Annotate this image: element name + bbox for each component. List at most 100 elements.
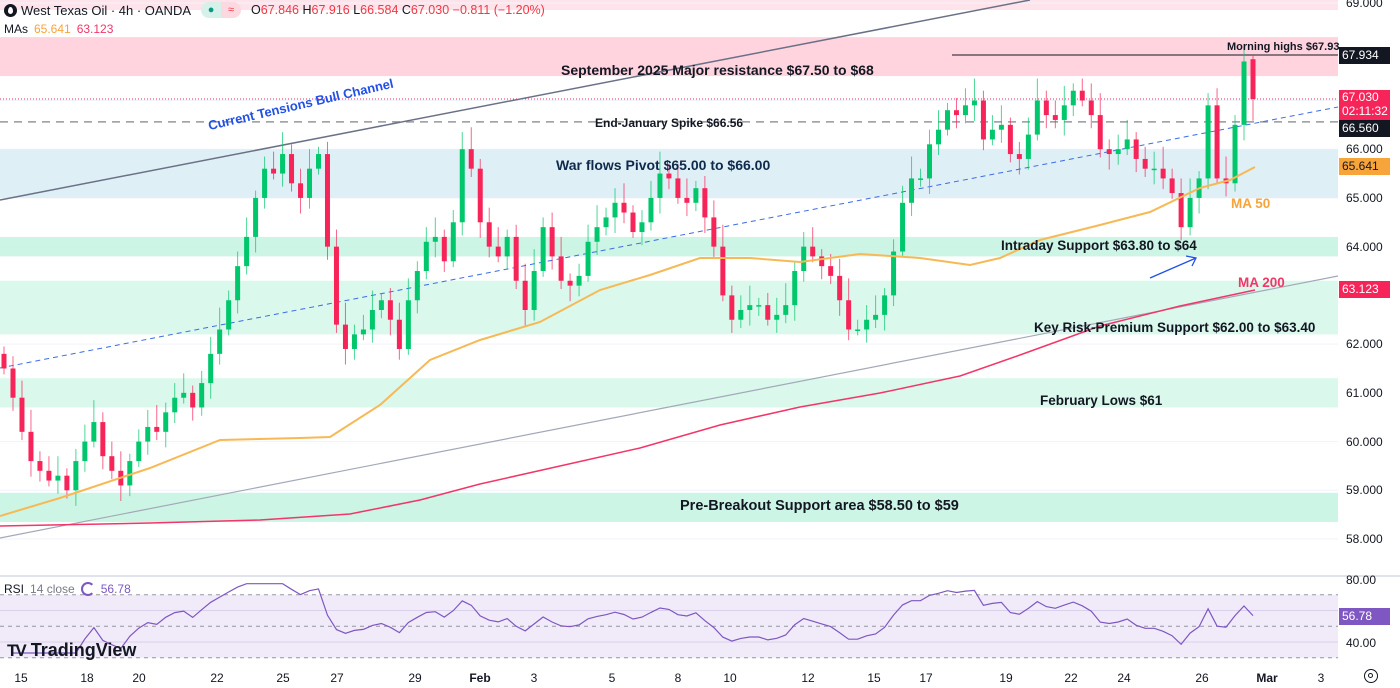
mas-label: MAs <box>4 22 28 36</box>
candle-body <box>711 217 717 247</box>
ma50-value: 65.641 <box>34 22 71 36</box>
candle-body <box>909 178 915 203</box>
tradingview-text: TradingView <box>30 640 137 660</box>
tradingview-mark-icon: TV <box>7 640 27 660</box>
settings-gear-icon[interactable] <box>1364 669 1378 683</box>
candle-body <box>522 280 528 310</box>
bar-countdown: 02:11:32 <box>1342 104 1388 118</box>
candle-body <box>450 222 456 262</box>
candle-body <box>1133 139 1139 159</box>
candle-body <box>882 295 888 315</box>
low-value: 66.584 <box>360 3 399 17</box>
candle-body <box>603 217 609 228</box>
channel-mid-line <box>0 106 1339 369</box>
candle-body <box>936 129 942 145</box>
candle-body <box>486 222 492 247</box>
candle-body <box>468 149 474 169</box>
candle-body <box>927 144 933 179</box>
candle-body <box>1160 168 1166 179</box>
candle-body <box>998 124 1004 130</box>
last-price-tag: 67.030 02:11:32 <box>1339 90 1390 120</box>
candle-body <box>432 236 438 242</box>
open-value: 67.846 <box>260 3 299 17</box>
change-value: −0.811 (−1.20%) <box>452 3 545 17</box>
delayed-data-icon: ≈ <box>221 2 242 18</box>
time-tick: 3 <box>1317 671 1325 685</box>
ma50-line <box>0 166 1256 517</box>
time-tick: 10 <box>723 671 737 685</box>
candle-body <box>315 154 321 169</box>
time-tick: 8 <box>674 671 682 685</box>
candle-body <box>342 324 348 349</box>
rsi-axis-80: 80.00 <box>1346 573 1377 587</box>
time-tick: 22 <box>210 671 224 685</box>
candle-body <box>1142 158 1148 169</box>
candle-body <box>1178 193 1184 228</box>
rsi-line <box>13 583 1254 654</box>
candle-body <box>145 426 151 442</box>
candle-body <box>37 461 43 471</box>
candle-body <box>729 295 735 320</box>
candle-body <box>1025 134 1031 159</box>
last-price-value: 67.030 <box>1342 90 1379 104</box>
candle-body <box>1106 149 1112 155</box>
high-value: 67.916 <box>311 3 350 17</box>
candle-body <box>675 178 681 198</box>
candle-body <box>100 422 106 457</box>
resistance-zone-label: September 2025 Major resistance $67.50 t… <box>561 62 874 78</box>
candle-body <box>980 100 986 140</box>
candle-body <box>1097 115 1103 150</box>
candle-body <box>567 280 573 286</box>
ohlc-values: O67.846 H67.916 L66.584 C67.030 −0.811 (… <box>251 3 545 17</box>
candle-body <box>549 227 555 257</box>
candle-body <box>1088 100 1094 116</box>
candle-body <box>423 241 429 272</box>
candle-body <box>46 470 52 481</box>
candle-body <box>738 309 744 320</box>
candle-body <box>1043 100 1049 116</box>
candle-body <box>289 154 295 184</box>
candle-body <box>783 305 789 315</box>
candle-body <box>154 426 160 432</box>
time-tick: 27 <box>330 671 344 685</box>
candle-body <box>271 168 277 174</box>
candle-body <box>747 305 753 310</box>
candle-body <box>918 178 924 180</box>
candle-body <box>109 456 115 471</box>
candle-body <box>639 222 645 233</box>
candle-body <box>504 236 510 257</box>
zone-4 <box>0 378 1338 408</box>
ma-legend[interactable]: MAs 65.641 63.123 <box>4 22 113 36</box>
candle-body <box>127 461 133 486</box>
candle-body <box>405 300 411 349</box>
time-tick: 25 <box>276 671 290 685</box>
tradingview-logo[interactable]: TV TradingView <box>7 640 136 661</box>
candle-body <box>594 227 600 242</box>
price-tick: 60.000 <box>1346 434 1383 449</box>
candle-body <box>765 305 771 320</box>
candle-body <box>621 202 627 213</box>
time-tick: 12 <box>801 671 815 685</box>
ma200-value: 63.123 <box>76 22 114 36</box>
war-pivot-label: War flows Pivot $65.00 to $66.00 <box>556 157 771 173</box>
time-tick: 26 <box>1195 671 1209 685</box>
candle-body <box>513 236 519 281</box>
symbol-title[interactable]: West Texas Oil · 4h · OANDA <box>21 2 192 18</box>
rsi-legend[interactable]: RSI 14 close 56.78 <box>4 582 131 596</box>
candle-body <box>900 202 906 252</box>
candle-body <box>91 422 97 442</box>
pre-breakout-label: Pre-Breakout Support area $58.50 to $59 <box>680 498 959 514</box>
candle-body <box>459 149 465 223</box>
channel-upper-line <box>0 0 1031 201</box>
morning-highs-label: Morning highs $67.93 <box>1227 41 1340 53</box>
candle-body <box>396 319 402 349</box>
market-status-pill[interactable]: ● ≈ <box>201 2 242 18</box>
candle-body <box>962 105 968 116</box>
candle-body <box>298 183 304 198</box>
top-resistance-strip <box>0 0 1338 10</box>
candle-body <box>891 251 897 296</box>
candle-body <box>387 300 393 320</box>
jan-spike-label: End-January Spike $66.56 <box>595 116 744 130</box>
candle-body <box>989 129 995 140</box>
